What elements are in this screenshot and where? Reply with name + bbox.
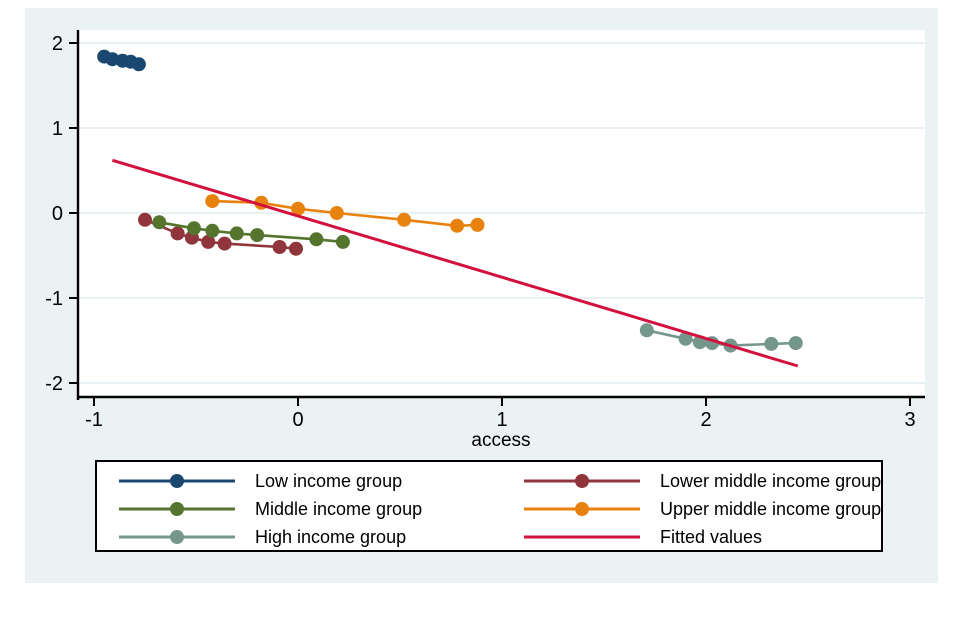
y-tick-label: 1	[52, 118, 63, 140]
data-point-upper-middle-income-group	[470, 217, 485, 232]
data-point-lower-middle-income-group	[170, 226, 185, 241]
plot-svg: -2 -1 0 1 2 -1 0 1 2 3 access	[45, 30, 925, 451]
legend-label: Fitted values	[660, 526, 763, 547]
data-point-high-income-group	[788, 336, 803, 351]
data-point-high-income-group	[639, 323, 654, 338]
legend-swatch-line-marker-icon	[524, 474, 640, 488]
data-point-upper-middle-income-group	[450, 218, 465, 233]
legend-column-1: Lower middle income group Upper middle in…	[522, 467, 881, 551]
data-point-upper-middle-income-group	[291, 201, 305, 216]
x-tick-label: 2	[700, 409, 711, 431]
legend-swatch-line-marker-icon	[119, 502, 235, 516]
data-point-lower-middle-income-group	[272, 240, 287, 254]
data-point-lower-middle-income-group	[289, 241, 303, 256]
legend-label: Lower middle income group	[660, 470, 882, 491]
data-point-middle-income-group	[229, 226, 244, 241]
data-point-middle-income-group	[335, 234, 350, 249]
data-point-middle-income-group	[187, 221, 201, 236]
legend-marker-sample	[170, 530, 184, 544]
legend-label: Low income group	[255, 470, 403, 491]
legend-marker-sample	[170, 474, 184, 488]
data-point-middle-income-group	[309, 232, 324, 247]
legend-marker-sample	[170, 502, 184, 516]
legend-box: Low income group Middle income group High …	[95, 460, 883, 552]
data-point-upper-middle-income-group	[397, 212, 412, 227]
legend-swatch-line-marker-icon	[119, 474, 235, 488]
legend-item-middle-income-group: Middle income group	[117, 495, 422, 523]
legend-item-fitted-values: Fitted values	[522, 523, 881, 551]
legend-swatch-line-marker-icon	[119, 530, 235, 544]
x-axis-title: access	[471, 430, 530, 451]
legend-item-high-income-group: High income group	[117, 523, 422, 551]
data-point-high-income-group	[764, 336, 779, 351]
x-tick-label: 0	[292, 409, 303, 431]
y-tick-label: 2	[52, 33, 63, 55]
legend-label: High income group	[255, 526, 407, 547]
data-point-lower-middle-income-group	[201, 234, 216, 249]
y-tick-label: 0	[52, 203, 63, 225]
data-point-upper-middle-income-group	[329, 206, 344, 220]
legend-marker-sample	[575, 502, 589, 516]
y-tick-label: -1	[45, 288, 63, 310]
x-tick-label: 3	[904, 409, 915, 431]
legend-label: Upper middle income group	[660, 498, 882, 519]
legend-swatch-line-icon	[524, 535, 640, 539]
legend-label: Middle income group	[255, 498, 423, 519]
x-tick-label: -1	[85, 409, 103, 431]
legend-item-low-income-group: Low income group	[117, 467, 422, 495]
x-tick-label: 1	[496, 409, 507, 431]
data-point-high-income-group	[678, 331, 693, 346]
legend-marker-sample	[575, 474, 589, 488]
data-point-middle-income-group	[152, 215, 167, 230]
legend-item-lower-middle-income-group: Lower middle income group	[522, 467, 881, 495]
legend-swatch-line-marker-icon	[524, 502, 640, 516]
data-point-low-income-group	[131, 57, 146, 72]
data-point-middle-income-group	[250, 228, 265, 243]
fitted-line	[111, 158, 799, 368]
legend-column-0: Low income group Middle income group High …	[117, 467, 422, 551]
graph-region: -2 -1 0 1 2 -1 0 1 2 3 access Low income group Midd…	[25, 8, 938, 583]
data-point-upper-middle-income-group	[205, 194, 220, 209]
data-point-lower-middle-income-group	[217, 236, 232, 251]
data-point-middle-income-group	[205, 223, 220, 238]
data-point-lower-middle-income-group	[138, 212, 152, 227]
legend-item-upper-middle-income-group: Upper middle income group	[522, 495, 881, 523]
y-tick-label: -2	[45, 373, 63, 395]
